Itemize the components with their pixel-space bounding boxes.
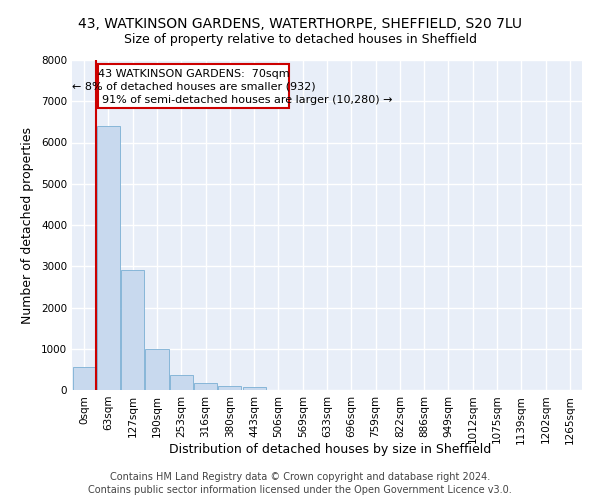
Bar — [97, 126, 120, 390]
Bar — [194, 383, 217, 390]
Bar — [170, 374, 193, 390]
Bar — [121, 270, 144, 390]
Text: 43 WATKINSON GARDENS:  70sqm: 43 WATKINSON GARDENS: 70sqm — [98, 69, 289, 79]
Text: 43, WATKINSON GARDENS, WATERTHORPE, SHEFFIELD, S20 7LU: 43, WATKINSON GARDENS, WATERTHORPE, SHEF… — [78, 18, 522, 32]
Text: Contains HM Land Registry data © Crown copyright and database right 2024.: Contains HM Land Registry data © Crown c… — [110, 472, 490, 482]
Text: Size of property relative to detached houses in Sheffield: Size of property relative to detached ho… — [124, 32, 476, 46]
Text: 91% of semi-detached houses are larger (10,280) →: 91% of semi-detached houses are larger (… — [103, 96, 393, 106]
Text: Contains public sector information licensed under the Open Government Licence v3: Contains public sector information licen… — [88, 485, 512, 495]
Y-axis label: Number of detached properties: Number of detached properties — [21, 126, 34, 324]
Bar — [145, 349, 169, 390]
Bar — [242, 387, 266, 390]
Text: Distribution of detached houses by size in Sheffield: Distribution of detached houses by size … — [169, 442, 491, 456]
FancyBboxPatch shape — [97, 64, 289, 108]
Bar — [73, 367, 95, 390]
Text: ← 8% of detached houses are smaller (932): ← 8% of detached houses are smaller (932… — [71, 81, 315, 91]
Bar — [218, 386, 241, 390]
